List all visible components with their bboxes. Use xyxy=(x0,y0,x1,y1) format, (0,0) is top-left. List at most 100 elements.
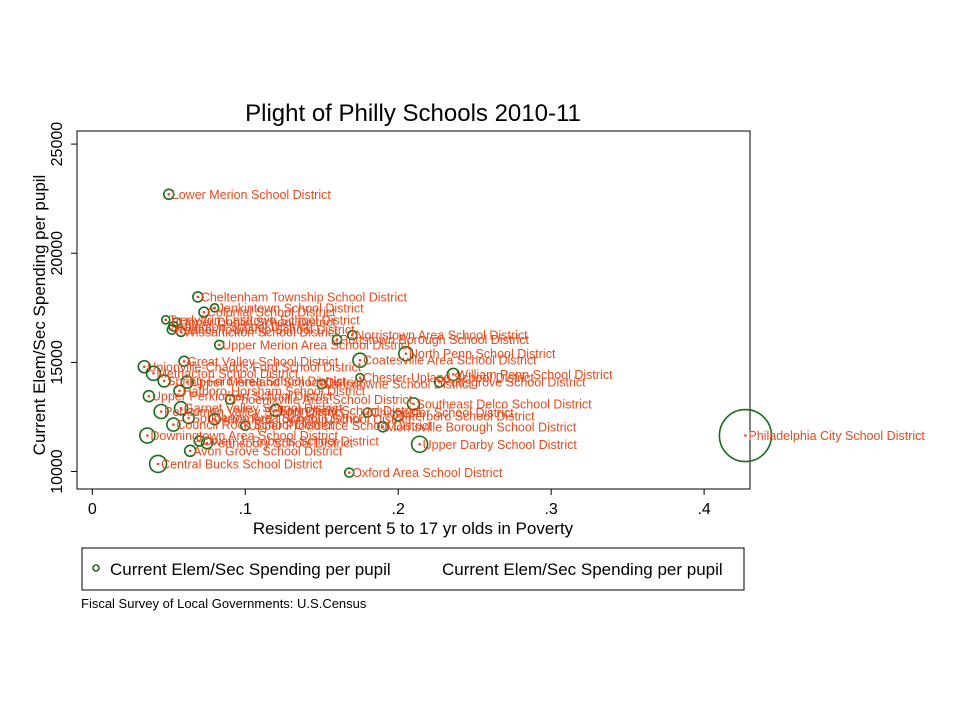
data-point xyxy=(157,374,171,388)
data-point xyxy=(139,427,156,444)
y-tick-label: 10000 xyxy=(49,449,66,494)
y-tick-label: 15000 xyxy=(49,340,66,385)
scatter-points xyxy=(137,188,773,478)
point-label: Norristown Area School District xyxy=(355,329,528,343)
data-point-center xyxy=(744,434,747,437)
x-tick-label: 0 xyxy=(88,501,97,518)
point-label: Downingtown Area School District xyxy=(150,429,338,443)
y-tick-label: 25000 xyxy=(49,122,66,167)
data-point-center xyxy=(438,380,441,384)
data-point-center xyxy=(188,449,192,453)
data-point xyxy=(392,410,405,422)
data-point xyxy=(410,435,429,454)
data-point-center xyxy=(274,409,278,412)
point-label: Central Bucks School District xyxy=(161,457,323,471)
point-label: Springfield School District xyxy=(279,404,422,418)
point-label: Morrisville Borough School District xyxy=(386,420,577,434)
x-axis-label: Resident percent 5 to 17 yr olds in Pove… xyxy=(253,519,574,538)
data-point-center xyxy=(179,330,183,334)
point-label: Chichester School District xyxy=(371,406,515,420)
data-point xyxy=(433,376,446,388)
data-point-center xyxy=(146,434,149,437)
data-point xyxy=(331,334,343,345)
data-point-center xyxy=(170,328,174,331)
data-point-center xyxy=(358,376,362,379)
plot-area xyxy=(76,130,751,490)
data-point xyxy=(398,345,414,362)
data-point xyxy=(406,397,421,411)
data-point xyxy=(316,378,328,390)
data-point-center xyxy=(187,416,190,420)
data-point-center xyxy=(156,462,160,466)
point-label: Interboro School District xyxy=(401,409,535,423)
point-label: Oxford Area School District xyxy=(352,466,503,480)
point-label: Southeast Delco School District xyxy=(417,397,593,411)
y-axis-label: Current Elem/Sec Spending per pupil xyxy=(30,175,49,456)
x-tick-label: .4 xyxy=(697,501,710,518)
point-label: North Penn School District xyxy=(409,347,556,361)
data-point xyxy=(160,315,171,325)
data-point-center xyxy=(213,417,216,421)
data-point xyxy=(142,389,156,403)
point-label: Chester-Upland School District xyxy=(363,371,534,385)
data-point xyxy=(148,454,168,474)
data-point-center xyxy=(198,439,201,443)
data-point xyxy=(180,375,194,389)
point-label: Hatboro-Horsham School District xyxy=(182,384,365,398)
data-point-center xyxy=(143,365,146,369)
data-point xyxy=(182,411,195,425)
data-point xyxy=(173,400,189,416)
data-point-center xyxy=(167,193,171,196)
data-point xyxy=(209,303,220,313)
data-point xyxy=(224,394,236,405)
data-point-center xyxy=(404,352,408,355)
legend-entry-2: Current Elem/Sec Spending per pupil xyxy=(442,560,723,579)
point-label: Lower Merion School District xyxy=(172,188,332,202)
data-point xyxy=(347,329,358,341)
data-point xyxy=(239,420,251,431)
point-label: Souderton Area School District xyxy=(192,412,363,426)
data-point xyxy=(213,339,225,351)
data-point-center xyxy=(228,398,232,401)
data-point-center xyxy=(159,410,163,413)
data-point xyxy=(269,403,283,418)
x-axis: 0 .1 .2 .3 .4 xyxy=(88,489,711,518)
data-point-center xyxy=(351,333,354,337)
data-point-center xyxy=(178,389,181,393)
point-label: Pennsbury School District xyxy=(210,437,354,451)
data-point xyxy=(352,352,368,369)
data-point-center xyxy=(182,359,186,363)
point-label: Upper Moreland School District xyxy=(190,376,364,390)
data-point-center xyxy=(172,423,175,426)
data-point xyxy=(377,420,389,433)
point-label: Pottsgrove School District xyxy=(443,376,587,390)
data-point-center xyxy=(179,406,183,410)
data-point xyxy=(718,408,773,463)
data-point xyxy=(145,365,162,382)
data-point xyxy=(193,435,206,447)
x-tick-label: .2 xyxy=(392,501,405,518)
point-labels: Lower Merion School District Cheltenham T… xyxy=(147,188,925,480)
data-point-center xyxy=(164,318,168,322)
source-note: Fiscal Survey of Local Governments: U.S.… xyxy=(81,596,367,611)
data-point-center xyxy=(205,441,209,445)
data-point-center xyxy=(418,442,421,446)
data-point xyxy=(198,306,210,318)
point-label: Abington School District xyxy=(176,320,309,334)
data-point-center xyxy=(347,471,351,474)
point-label: Haverford Township School District xyxy=(218,413,412,427)
point-label: Owen J. Roberts School District xyxy=(202,434,379,448)
point-label: Colonial School District xyxy=(207,306,336,320)
data-point xyxy=(178,355,190,368)
data-point-center xyxy=(243,424,247,427)
chart-title: Plight of Philly Schools 2010-11 xyxy=(245,100,581,127)
data-point-center xyxy=(196,295,200,299)
point-label: Council Rock School District xyxy=(176,418,334,432)
point-label: Phoenixville Area School District xyxy=(233,393,413,407)
point-label: Avon Grove School District xyxy=(193,444,343,458)
point-label: Unionville-Chadds Ford School District xyxy=(147,360,361,374)
point-label: Upper Perkiomen School District xyxy=(152,390,333,404)
point-label: Philadelphia City School District xyxy=(748,429,925,443)
data-point xyxy=(200,436,214,450)
